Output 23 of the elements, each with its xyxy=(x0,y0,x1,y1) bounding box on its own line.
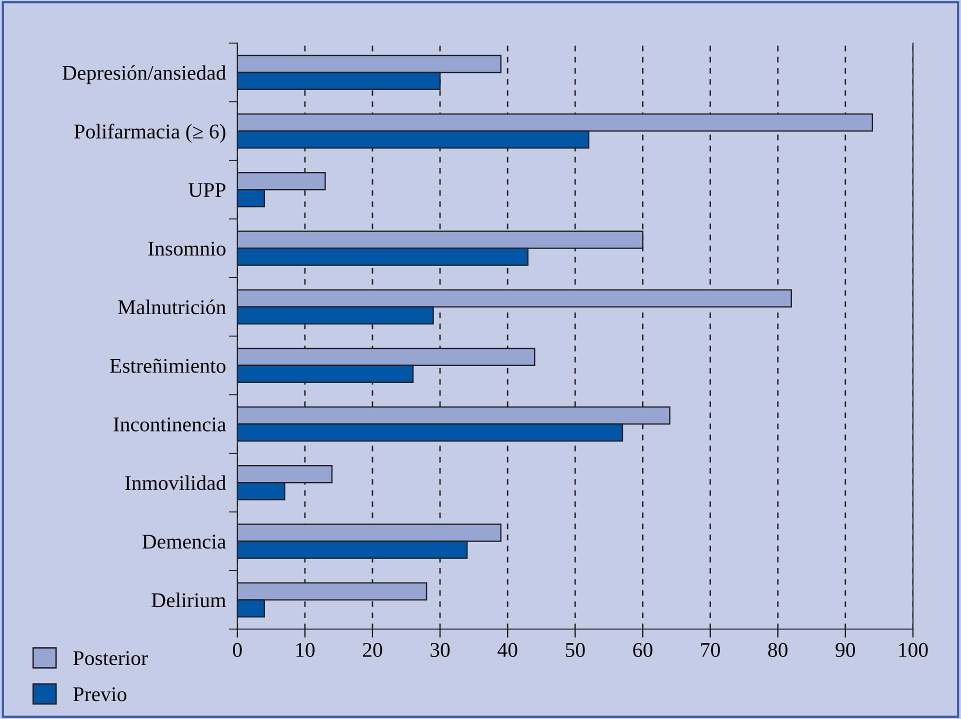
x-tick-label: 100 xyxy=(899,642,928,657)
y-tick-label: Polifarmacia (≥ 6) xyxy=(74,124,226,143)
y-tick-label: Inmovilidad xyxy=(125,475,226,490)
y-tick-label: UPP xyxy=(188,183,226,198)
x-tick-label: 0 xyxy=(232,642,242,657)
y-tick-label: Malnutrición xyxy=(118,300,226,314)
y-tick-label: Depresión/ansiedad xyxy=(62,65,226,84)
y-tick-label: Demencia xyxy=(142,534,226,549)
x-tick-label: 10 xyxy=(296,642,315,657)
legend-label: Posterior xyxy=(73,651,148,666)
x-tick-label: 60 xyxy=(633,642,652,657)
x-tick-label: 30 xyxy=(430,642,450,657)
legend-label: Previo xyxy=(73,687,126,702)
y-tick-label: Insomnio xyxy=(148,242,226,256)
x-tick-label: 40 xyxy=(498,642,518,657)
x-tick-label: 80 xyxy=(768,642,788,657)
x-tick-label: 70 xyxy=(701,642,720,657)
y-tick-label: Incontinencia xyxy=(114,417,226,432)
y-tick-label: Delirium xyxy=(152,592,226,608)
x-tick-label: 90 xyxy=(836,642,856,657)
x-tick-label: 20 xyxy=(362,642,382,657)
y-tick-label: Estreñimiento xyxy=(110,358,226,373)
x-tick-label: 50 xyxy=(566,642,585,657)
